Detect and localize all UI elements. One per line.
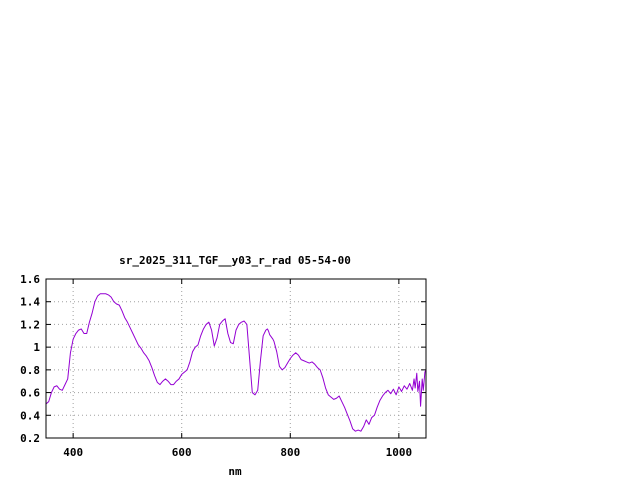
x-axis-label: nm [228, 465, 242, 478]
x-tick-labels: 400 600 800 1000 [63, 446, 412, 459]
y-tick-label: 1.4 [20, 296, 40, 309]
x-tick-label: 600 [172, 446, 192, 459]
series-layer [45, 293, 427, 432]
y-tick-labels: 0.2 0.4 0.6 0.8 1 1.2 1.4 1.6 [20, 273, 40, 445]
y-tick-label: 0.6 [20, 387, 40, 400]
y-tick-label: 0.4 [20, 409, 40, 422]
y-tick-label: 1.6 [20, 273, 40, 286]
grid-lines [46, 279, 426, 438]
y-tick-label: 0.8 [20, 364, 40, 377]
chart-title: sr_2025_311_TGF__y03_r_rad 05-54-00 [119, 254, 351, 267]
plot-frame [45, 278, 427, 439]
x-tick-label: 1000 [386, 446, 413, 459]
spectrum-series-line [45, 293, 427, 432]
y-tick-label: 1 [33, 341, 40, 354]
y-tick-label: 0.2 [20, 432, 40, 445]
x-tick-label: 400 [63, 446, 83, 459]
y-tick-label: 1.2 [20, 318, 40, 331]
x-tick-label: 800 [280, 446, 300, 459]
axis-ticks [46, 278, 426, 439]
